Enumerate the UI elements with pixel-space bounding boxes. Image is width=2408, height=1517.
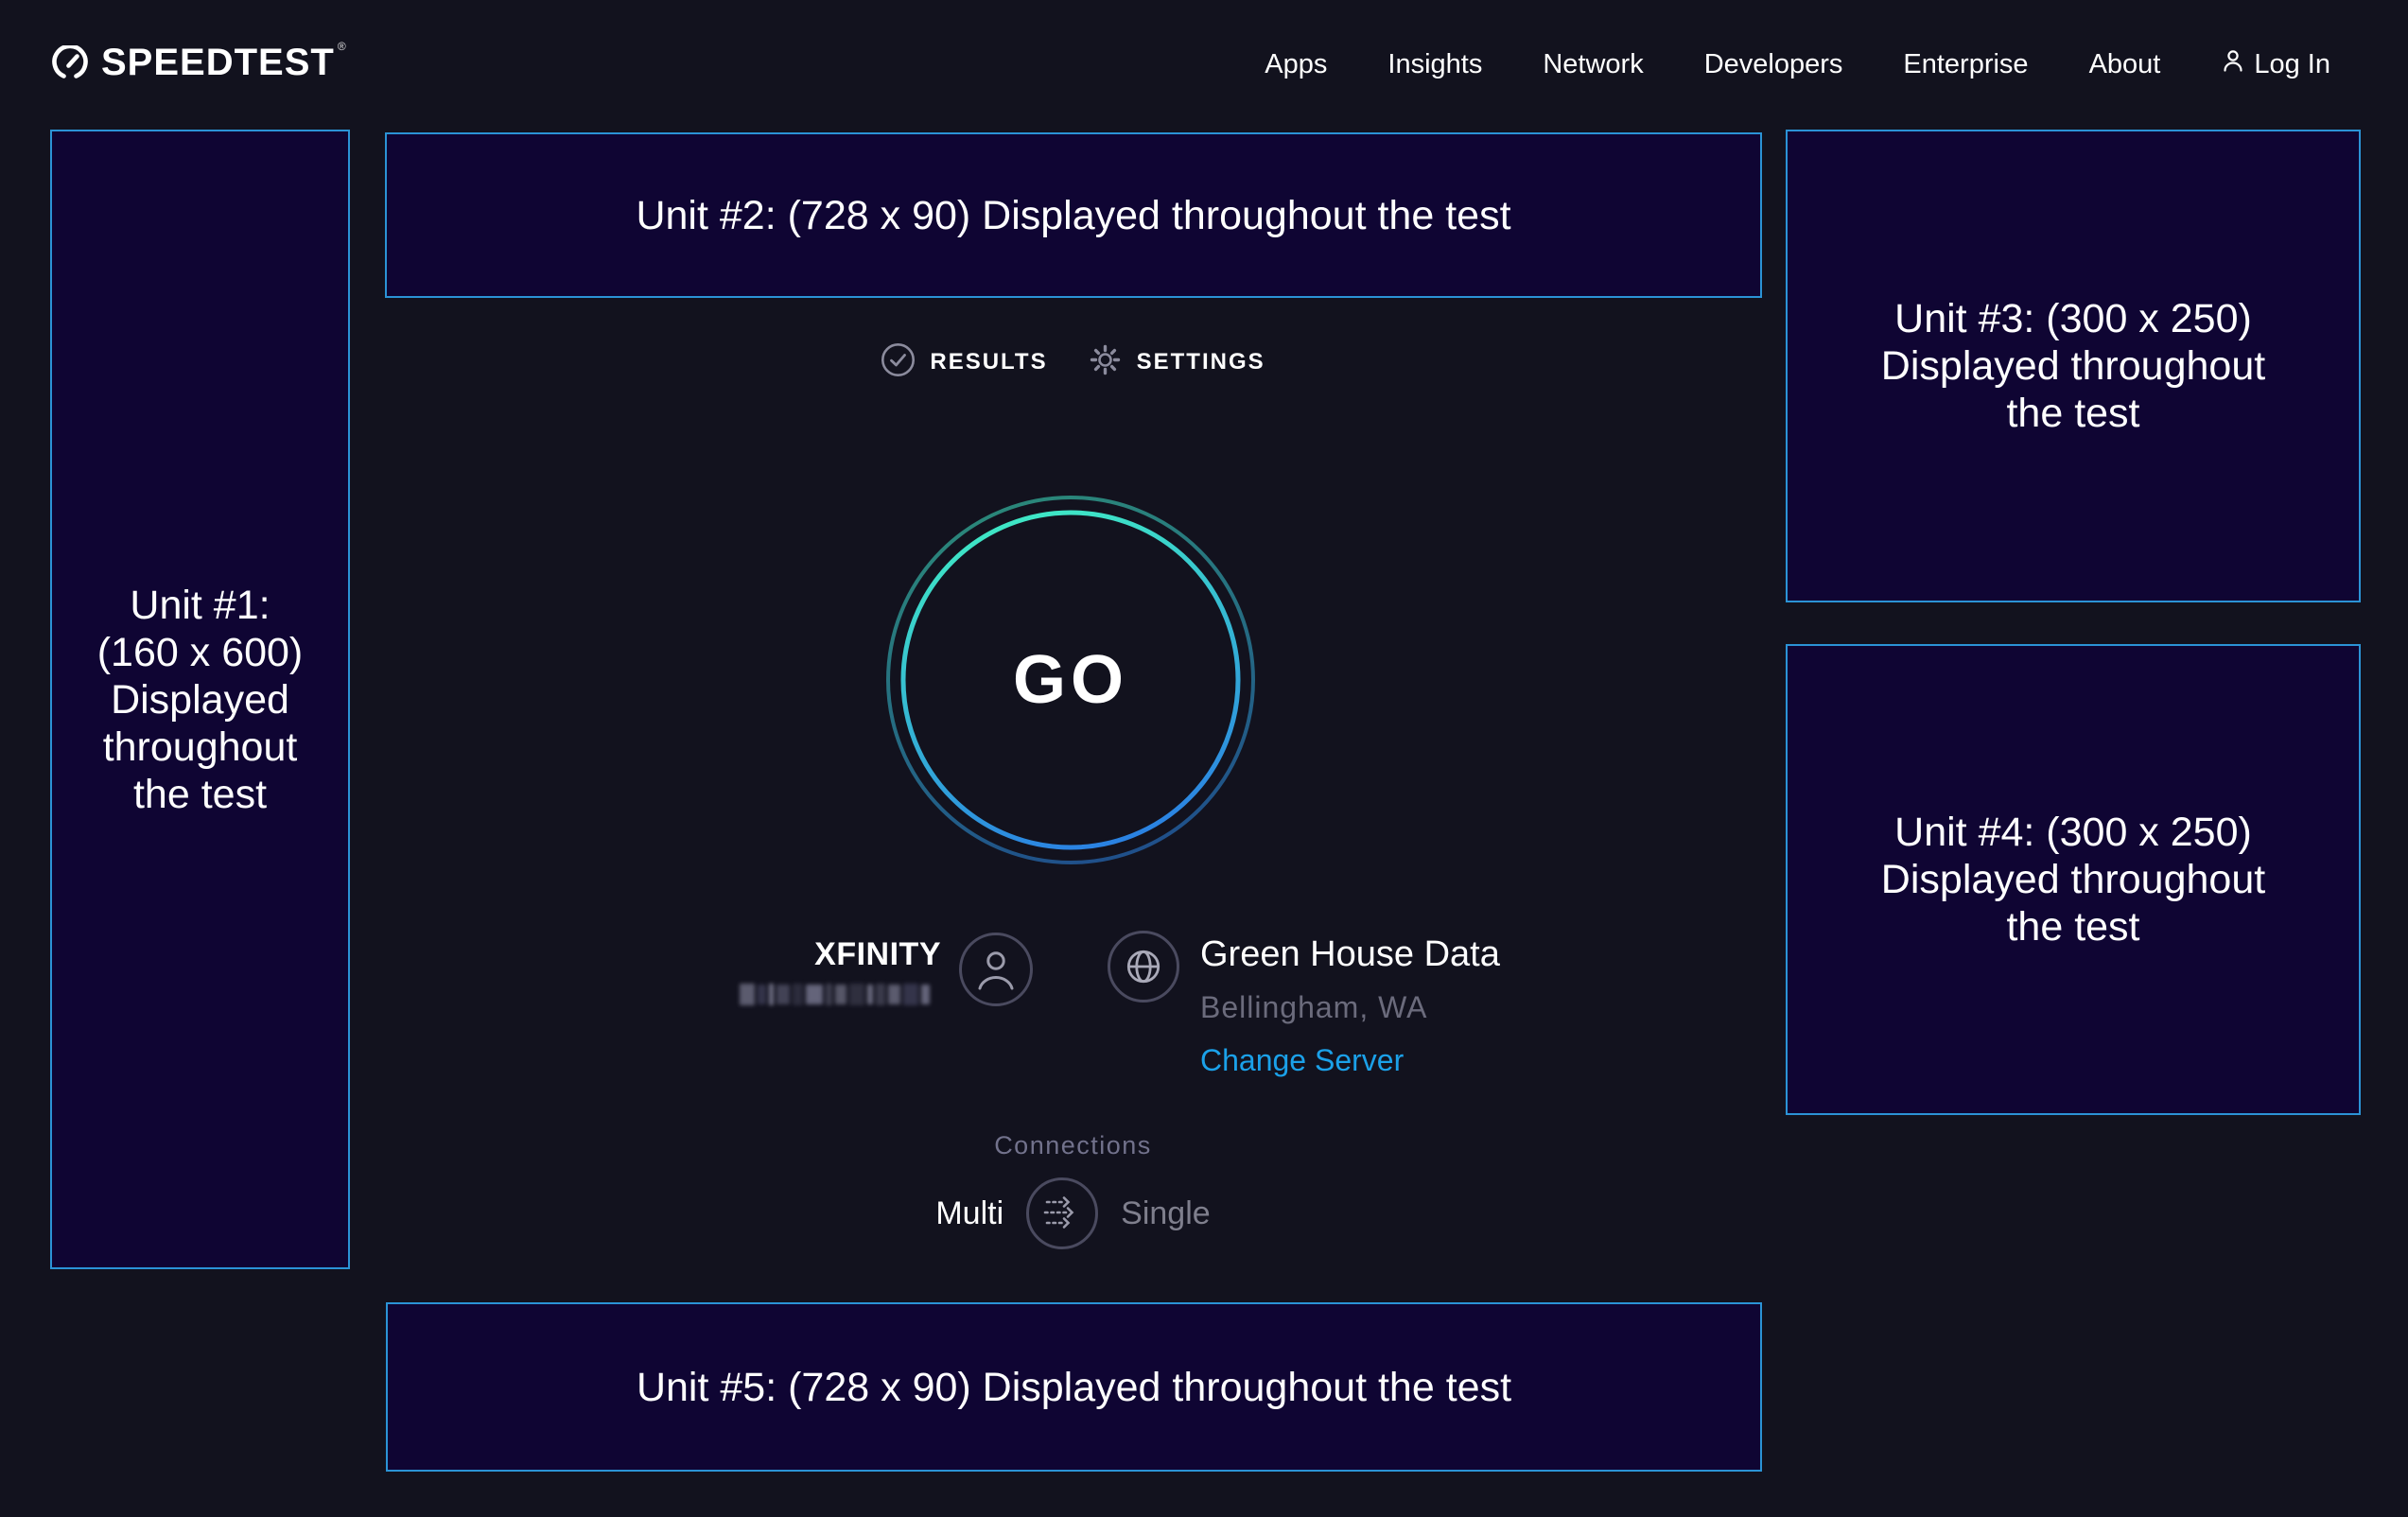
- ad-unit-5-leaderboard[interactable]: Unit #5: (728 x 90) Displayed throughout…: [386, 1302, 1762, 1472]
- nav-item-enterprise[interactable]: Enterprise: [1903, 48, 2029, 79]
- go-button[interactable]: GO: [881, 491, 1260, 869]
- nav-item-apps[interactable]: Apps: [1265, 48, 1328, 79]
- nav-item-about[interactable]: About: [2088, 48, 2161, 79]
- ad-unit-4-rectangle[interactable]: Unit #4: (300 x 250) Displayed throughou…: [1786, 644, 2361, 1115]
- logo-text: SPEEDTEST: [101, 42, 335, 83]
- view-tabs: RESULTS SETTING: [385, 342, 1761, 382]
- go-ring: [886, 496, 1255, 864]
- server-name: Green House Data: [1200, 934, 1500, 974]
- go-button-label: GO: [1012, 642, 1128, 718]
- connections-toggle-row: Multi Single: [385, 1177, 1761, 1249]
- ad-unit-1-text: Unit #1: (160 x 600) Displayed throughou…: [96, 582, 304, 817]
- ad-unit-3-text: Unit #3: (300 x 250) Displayed throughou…: [1880, 296, 2266, 436]
- registered-mark: ®: [337, 40, 346, 53]
- tab-results-label: RESULTS: [930, 349, 1048, 375]
- ip-address-redacted: [740, 984, 941, 1005]
- connections-option-single[interactable]: Single: [1121, 1194, 1211, 1231]
- nav-item-developers[interactable]: Developers: [1703, 48, 1843, 79]
- ad-unit-5-text: Unit #5: (728 x 90) Displayed throughout…: [636, 1364, 1512, 1410]
- check-circle-icon: [881, 342, 916, 382]
- ad-unit-1-skyscraper[interactable]: Unit #1: (160 x 600) Displayed throughou…: [50, 130, 350, 1269]
- connections-option-multi[interactable]: Multi: [935, 1194, 1004, 1231]
- main-nav: Apps Insights Network Developers Enterpr…: [1265, 46, 2330, 82]
- server-location: Bellingham, WA: [1200, 990, 1428, 1024]
- isp-name: XFINITY: [814, 936, 941, 972]
- speedtest-logo[interactable]: SPEEDTEST ®: [51, 40, 346, 84]
- tab-settings-label: SETTINGS: [1136, 349, 1265, 375]
- isp-user-icon: [959, 933, 1033, 1006]
- server-info: Green House Data Bellingham, WA Change S…: [1200, 934, 1500, 1078]
- nav-item-network[interactable]: Network: [1543, 48, 1644, 79]
- server-globe-icon: [1108, 931, 1179, 1003]
- log-in-label: Log In: [2254, 48, 2330, 79]
- log-in-button[interactable]: Log In: [2221, 47, 2330, 81]
- change-server-link[interactable]: Change Server: [1200, 1043, 1405, 1077]
- connection-mode-toggle[interactable]: [1026, 1177, 1099, 1249]
- ad-unit-2-text: Unit #2: (728 x 90) Displayed throughout…: [636, 192, 1511, 238]
- user-icon: [2221, 47, 2245, 81]
- nav-item-insights[interactable]: Insights: [1387, 48, 1483, 79]
- tab-results[interactable]: RESULTS: [881, 342, 1047, 382]
- ad-unit-3-rectangle[interactable]: Unit #3: (300 x 250) Displayed throughou…: [1786, 130, 2361, 602]
- tab-settings[interactable]: SETTINGS: [1088, 342, 1265, 382]
- gear-icon: [1088, 342, 1123, 382]
- speedtest-gauge-icon: [51, 45, 89, 80]
- multi-arrows-icon: [1040, 1191, 1084, 1237]
- ad-unit-4-text: Unit #4: (300 x 250) Displayed throughou…: [1880, 810, 2266, 950]
- top-nav-bar: SPEEDTEST ® Apps Insights Network Develo…: [0, 0, 2408, 130]
- connections-label: Connections: [994, 1131, 1152, 1160]
- isp-info: XFINITY: [740, 936, 941, 1005]
- ad-unit-2-leaderboard[interactable]: Unit #2: (728 x 90) Displayed throughout…: [385, 132, 1762, 298]
